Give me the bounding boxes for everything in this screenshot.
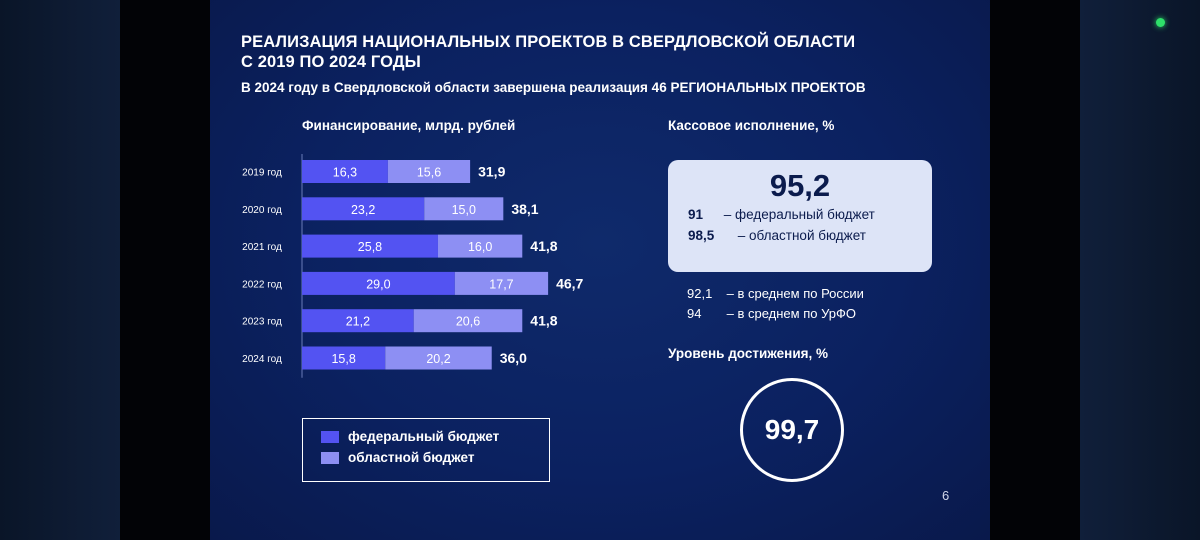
bar-label-federal: 21,2: [346, 315, 370, 329]
category-label: 2024 год: [242, 354, 282, 365]
avg-russia-value: 92,1: [687, 286, 713, 301]
slide-subtitle: В 2024 году в Свердловской области завер…: [241, 80, 866, 95]
legend-label-federal: федеральный бюджет: [348, 429, 500, 444]
video-background-left: [0, 0, 120, 540]
cash-regional-row: 98,5 – областной бюджет: [688, 228, 866, 243]
achievement-value: 99,7: [764, 414, 820, 445]
bar-federal: [302, 234, 438, 258]
chart-legend: федеральный бюджет областной бюджет: [302, 418, 550, 482]
achievement-circle: 99,7: [740, 378, 844, 482]
video-background-right: [1080, 0, 1200, 540]
cash-regional-value: 98,5: [688, 228, 715, 243]
avg-russia-label: – в среднем по России: [726, 286, 864, 301]
letterbox-left: [120, 0, 210, 540]
category-label: 2022 год: [242, 279, 282, 290]
legend-item-regional: областной бюджет: [321, 450, 475, 465]
letterbox-right: [990, 0, 1080, 540]
bar-regional: [385, 346, 492, 370]
legend-label-regional: областной бюджет: [348, 450, 475, 465]
bar-federal: [302, 346, 386, 370]
bar-regional: [387, 160, 471, 183]
avg-urfo-value: 94: [687, 306, 702, 321]
bar-total-label: 41,8: [530, 238, 557, 254]
bar-federal: [302, 160, 388, 183]
financing-bar-chart: 2019 год 16,3 15,6 31,9 2020 год 23,2 15,0 38,1…: [242, 154, 584, 378]
slide-title: РЕАЛИЗАЦИЯ НАЦИОНАЛЬНЫХ ПРОЕКТОВ В СВЕРД…: [241, 32, 941, 72]
bar-label-regional: 20,6: [456, 315, 480, 329]
bar-label-regional: 15,0: [452, 203, 476, 217]
bar-label-federal: 16,3: [333, 166, 357, 180]
bar-total-label: 41,8: [530, 313, 557, 329]
avg-russia-row: 92,1 – в среднем по России: [687, 286, 864, 301]
cash-federal-row: 91 – федеральный бюджет: [688, 207, 875, 222]
bar-label-federal: 29,0: [366, 277, 390, 291]
bar-label-regional: 17,7: [489, 277, 513, 291]
bar-label-federal: 23,2: [351, 203, 375, 217]
bar-label-regional: 15,6: [417, 166, 441, 180]
cash-execution-card: 95,2 91 – федеральный бюджет 98,5 – обла…: [668, 160, 932, 272]
legend-swatch-regional: [321, 451, 339, 464]
category-label: 2020 год: [242, 205, 282, 216]
legend-swatch-federal: [321, 430, 339, 443]
category-label: 2023 год: [242, 317, 282, 328]
slide-title-line1: РЕАЛИЗАЦИЯ НАЦИОНАЛЬНЫХ ПРОЕКТОВ В СВЕРД…: [241, 33, 856, 51]
bar-regional: [413, 309, 523, 333]
category-label: 2019 год: [242, 168, 282, 179]
bar-label-federal: 15,8: [331, 352, 355, 366]
bar-federal: [302, 197, 425, 221]
cash-execution-title: Кассовое исполнение, %: [668, 118, 835, 133]
bar-regional: [424, 197, 504, 221]
slide-title-line2: С 2019 ПО 2024 ГОДЫ: [241, 53, 421, 71]
cash-federal-label: – федеральный бюджет: [723, 207, 875, 222]
bar-total-label: 38,1: [511, 201, 538, 217]
avg-urfo-label: – в среднем по УрФО: [726, 306, 856, 321]
bar-total-label: 46,7: [556, 275, 583, 291]
page-number: 6: [942, 488, 950, 503]
chart-title: Финансирование, млрд. рублей: [302, 118, 516, 133]
bar-regional: [437, 234, 523, 258]
bar-federal: [302, 309, 414, 333]
category-label: 2021 год: [242, 242, 282, 253]
achievement-title: Уровень достижения, %: [668, 346, 829, 361]
bar-total-label: 31,9: [478, 164, 505, 180]
bar-federal: [302, 271, 455, 295]
recording-indicator-icon: [1156, 18, 1165, 27]
cash-execution-total: 95,2: [769, 168, 831, 203]
cash-regional-label: – областной бюджет: [737, 228, 866, 243]
avg-urfo-row: 94 – в среднем по УрФО: [687, 306, 856, 321]
bar-regional: [454, 271, 549, 295]
legend-item-federal: федеральный бюджет: [321, 429, 499, 444]
cash-federal-value: 91: [688, 207, 704, 222]
presentation-slide: РЕАЛИЗАЦИЯ НАЦИОНАЛЬНЫХ ПРОЕКТОВ В СВЕРД…: [210, 0, 990, 540]
bar-label-regional: 20,2: [426, 352, 450, 366]
bar-label-federal: 25,8: [358, 240, 382, 254]
bar-label-regional: 16,0: [468, 240, 492, 254]
bar-total-label: 36,0: [500, 350, 527, 366]
